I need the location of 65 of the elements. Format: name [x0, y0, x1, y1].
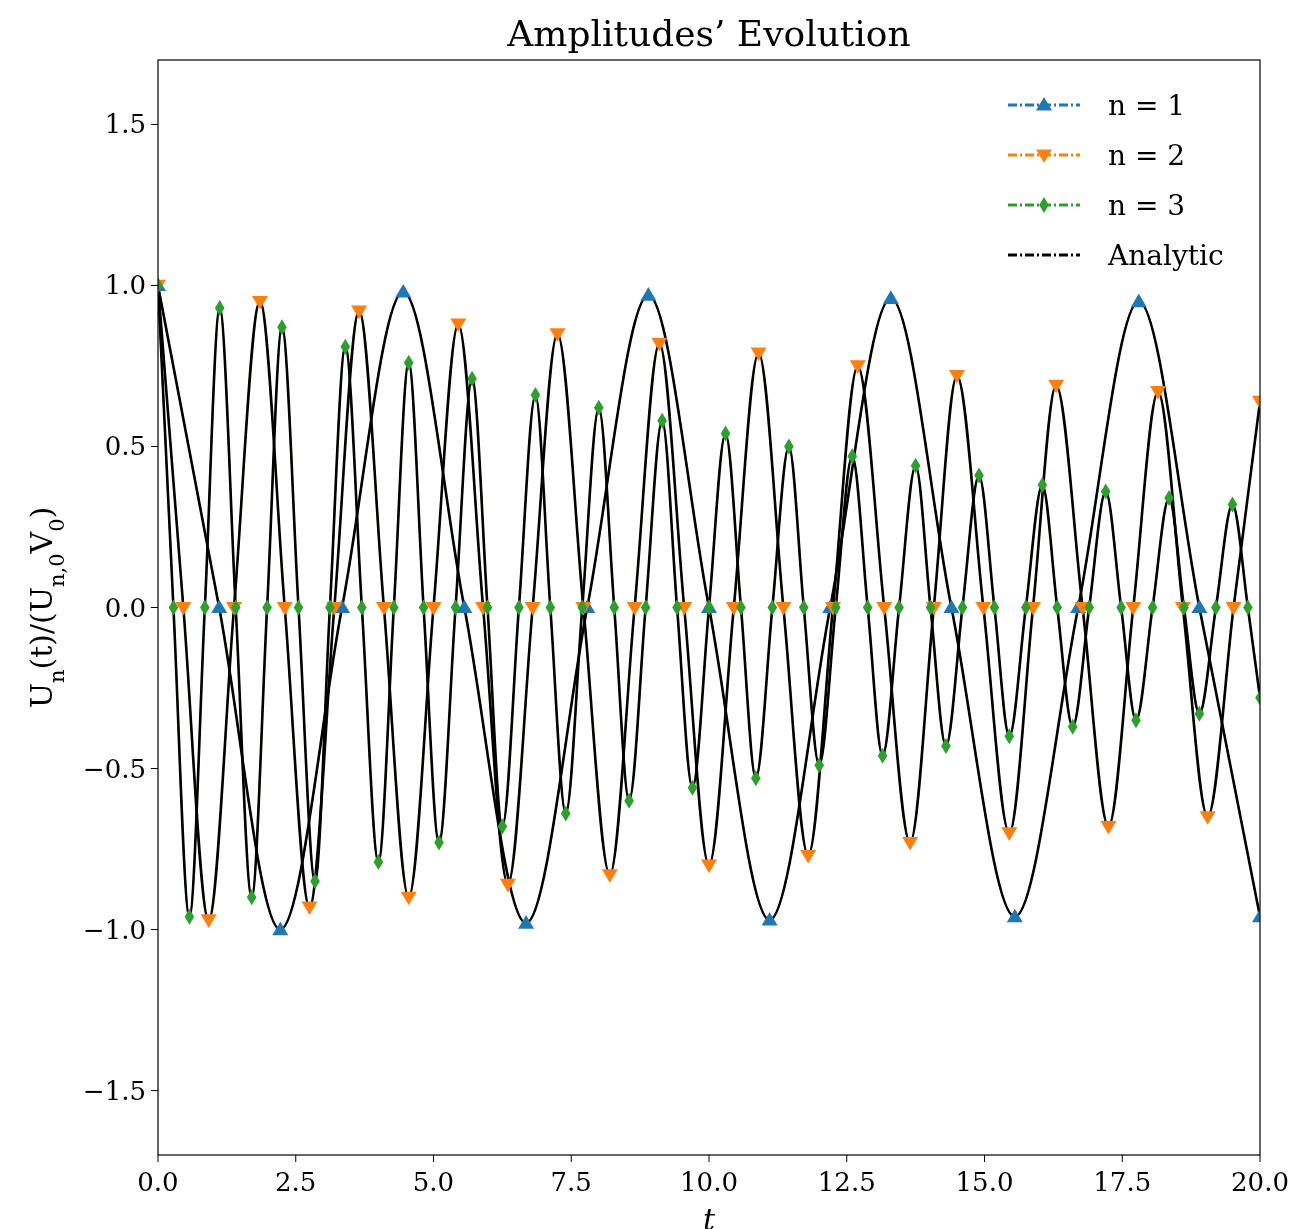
y-tick-label: −1.5	[82, 1075, 146, 1106]
point	[800, 849, 817, 864]
point	[601, 869, 618, 883]
point	[1191, 599, 1208, 614]
y-tick-label: 0.0	[104, 592, 146, 623]
x-tick-label: 7.5	[550, 1167, 592, 1197]
point	[948, 370, 965, 384]
point	[1199, 811, 1216, 825]
point	[701, 859, 717, 874]
point	[651, 337, 668, 352]
point	[975, 601, 992, 616]
legend-label: n = 1	[1108, 89, 1186, 122]
x-tick-label: 10.0	[680, 1167, 738, 1197]
point	[1001, 827, 1018, 841]
point	[775, 601, 792, 616]
y-tick-label: 1.5	[104, 109, 146, 140]
point	[395, 283, 412, 298]
y-tick-label: −0.5	[82, 753, 146, 784]
point	[276, 601, 293, 616]
point	[1048, 379, 1065, 394]
legend-label: n = 3	[1108, 189, 1186, 222]
point	[1125, 601, 1142, 616]
point	[375, 601, 392, 616]
point	[351, 305, 368, 320]
point	[1130, 293, 1147, 308]
chart-title: Amplitudes’ Evolution	[506, 13, 911, 54]
point	[1100, 820, 1117, 835]
x-tick-label: 15.0	[955, 1167, 1014, 1197]
point	[1225, 601, 1242, 616]
point	[301, 901, 318, 916]
point	[876, 601, 893, 616]
point	[518, 915, 535, 929]
point	[750, 347, 767, 362]
point	[456, 599, 473, 614]
x-tick-label: 20.0	[1231, 1167, 1289, 1197]
point	[549, 328, 566, 342]
point	[211, 599, 228, 614]
x-tick-label: 2.5	[275, 1167, 317, 1197]
point	[943, 599, 960, 614]
y-tick-label: −1.0	[82, 914, 146, 945]
point	[200, 914, 217, 928]
point	[499, 878, 516, 893]
point	[272, 921, 289, 936]
x-tick-label: 5.0	[412, 1167, 455, 1197]
point	[640, 287, 657, 301]
legend-label: Analytic	[1107, 239, 1224, 272]
x-tick-label: 17.5	[1093, 1167, 1152, 1197]
point	[902, 837, 919, 851]
y-tick-label: 0.5	[104, 431, 146, 462]
point	[849, 360, 866, 374]
point	[524, 601, 541, 616]
point	[882, 290, 899, 304]
legend-label: n = 2	[1108, 139, 1186, 172]
point	[175, 601, 192, 616]
point	[626, 601, 643, 616]
point	[251, 295, 268, 310]
y-tick-label: 1.0	[104, 270, 146, 301]
point	[1150, 386, 1167, 400]
point	[400, 891, 417, 906]
x-tick-label: 12.5	[817, 1167, 876, 1197]
x-tick-label: 0.0	[137, 1167, 179, 1197]
point	[761, 911, 778, 926]
point	[450, 318, 467, 333]
point	[425, 601, 442, 616]
point	[1006, 908, 1023, 923]
